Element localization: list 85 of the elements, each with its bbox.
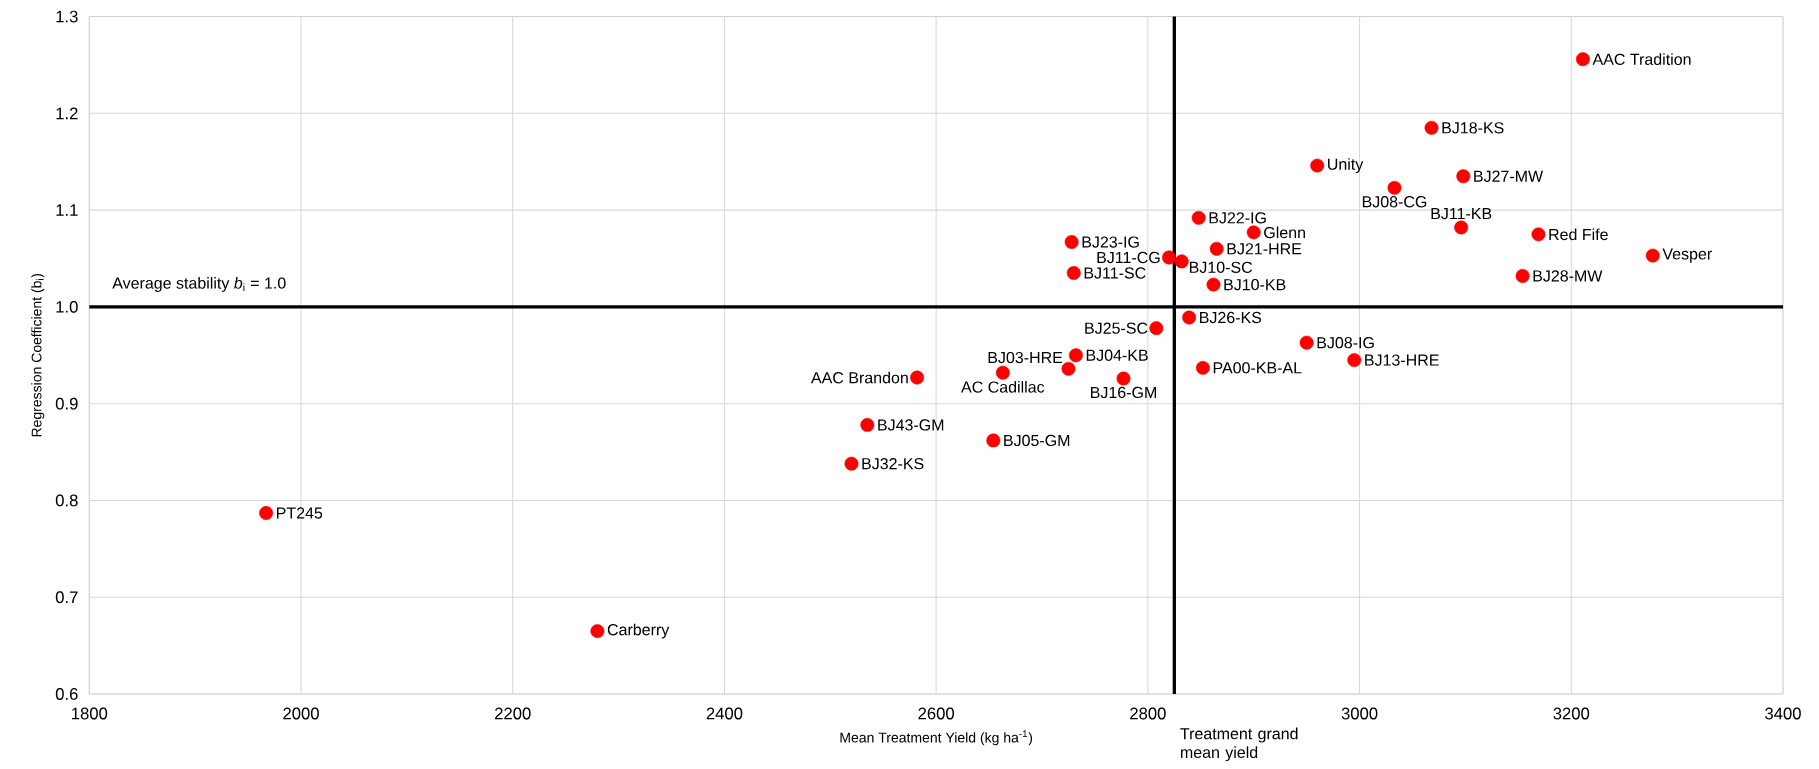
x-tick-label: 3400: [1765, 707, 1801, 720]
point: [1424, 120, 1439, 135]
series-label: BJ27-MW: [1474, 170, 1544, 182]
point: [1246, 225, 1261, 240]
point: [1116, 371, 1131, 386]
point: [1182, 310, 1197, 325]
y-tick-label: 1.1: [56, 204, 78, 216]
series-label: BJ13-HRE: [1365, 354, 1439, 366]
series-label: BJ25-SC: [1085, 322, 1148, 334]
x-tick-label: 3200: [1553, 707, 1590, 720]
x-axis-title: Mean Treatment Yield (kg ha$^{-1}$): [840, 730, 1033, 746]
point: [1162, 250, 1176, 265]
point: [1195, 360, 1210, 375]
series-label: BJ11-SC: [1084, 267, 1146, 279]
series-label: BJ10-KB: [1224, 278, 1286, 291]
series-label: BJ08-CG: [1362, 195, 1427, 208]
series-label: PT245: [277, 507, 323, 519]
point: [1310, 158, 1325, 173]
series-label: BJ16-GM: [1091, 386, 1156, 398]
point: [590, 623, 605, 638]
y-tick-label: 0.6: [55, 687, 78, 700]
series-label: Vesper: [1662, 248, 1712, 263]
point: [1454, 220, 1469, 235]
series-label: BJ18-KS: [1442, 121, 1504, 134]
series-label: BJ08-IG: [1317, 336, 1374, 349]
series-label: Glenn: [1264, 226, 1305, 238]
x-tick-label: 2600: [918, 707, 955, 720]
series-label: BJ21-HRE: [1227, 242, 1302, 255]
point: [1206, 277, 1221, 292]
x-tick-label: 2200: [495, 707, 531, 720]
point: [1149, 321, 1164, 335]
y-tick-label: 0.7: [55, 591, 78, 603]
point: [259, 505, 274, 520]
point: [1066, 265, 1081, 280]
point: [910, 370, 925, 385]
series-label: BJ23-IG: [1082, 236, 1139, 248]
x-tick-label: 3000: [1341, 707, 1378, 720]
point: [1456, 169, 1471, 183]
point: [1387, 180, 1402, 195]
y-tick-label: 1.0: [56, 300, 78, 313]
y-tick-label: 1.2: [56, 107, 78, 119]
series-label: BJ32-KS: [862, 457, 924, 470]
series-label: PA00-KB-AL: [1213, 361, 1302, 374]
series-label: AAC Tradition: [1592, 53, 1691, 65]
point: [1299, 335, 1314, 350]
point: [986, 433, 1001, 448]
series-label: BJ10-SC: [1189, 261, 1253, 273]
point: [1174, 254, 1189, 269]
x-tick-label: 2400: [706, 707, 743, 720]
point: [1191, 210, 1206, 225]
series-label: Unity: [1328, 157, 1364, 173]
series-label: BJ28-MW: [1533, 270, 1603, 282]
ref-line-label: Average stability b$_{i}$ = 1.0: [112, 276, 286, 292]
series-label: BJ03-HRE: [988, 351, 1063, 363]
series-label: AAC Brandon: [810, 371, 908, 384]
series-label: BJ22-IG: [1209, 211, 1266, 224]
point: [1515, 268, 1530, 283]
ref-line-label: Treatment grand mean yield: [1180, 727, 1298, 761]
series-label: AC Cadillac: [961, 380, 1045, 393]
y-axis-title: Regression Coefficient (b$_{i}$): [31, 273, 45, 437]
point: [1068, 348, 1083, 362]
x-tick-label: 2000: [283, 707, 319, 720]
x-tick-label: 1800: [72, 707, 108, 720]
point: [995, 365, 1010, 380]
y-tick-label: 1.3: [56, 10, 78, 23]
point: [1531, 227, 1546, 241]
series-label: BJ05-GM: [1004, 434, 1070, 446]
y-tick-label: 0.8: [55, 494, 78, 507]
point: [1347, 352, 1362, 367]
point: [1575, 51, 1590, 66]
series-label: BJ26-KS: [1200, 311, 1262, 323]
series-label: Carberry: [607, 623, 670, 639]
point: [1064, 234, 1079, 249]
series-label: BJ11-CG: [1097, 251, 1160, 263]
point: [844, 456, 859, 471]
series-label: BJ04-KB: [1086, 349, 1148, 361]
series-label: BJ11-KB: [1431, 207, 1492, 220]
series-label: BJ43-GM: [878, 419, 944, 431]
point: [1061, 361, 1076, 376]
x-tick-label: 2800: [1130, 707, 1166, 720]
point: [860, 417, 875, 432]
y-tick-label: 0.9: [55, 397, 78, 410]
series-label: Red Fife: [1549, 228, 1608, 240]
point: [1645, 248, 1660, 263]
point: [1209, 241, 1224, 256]
